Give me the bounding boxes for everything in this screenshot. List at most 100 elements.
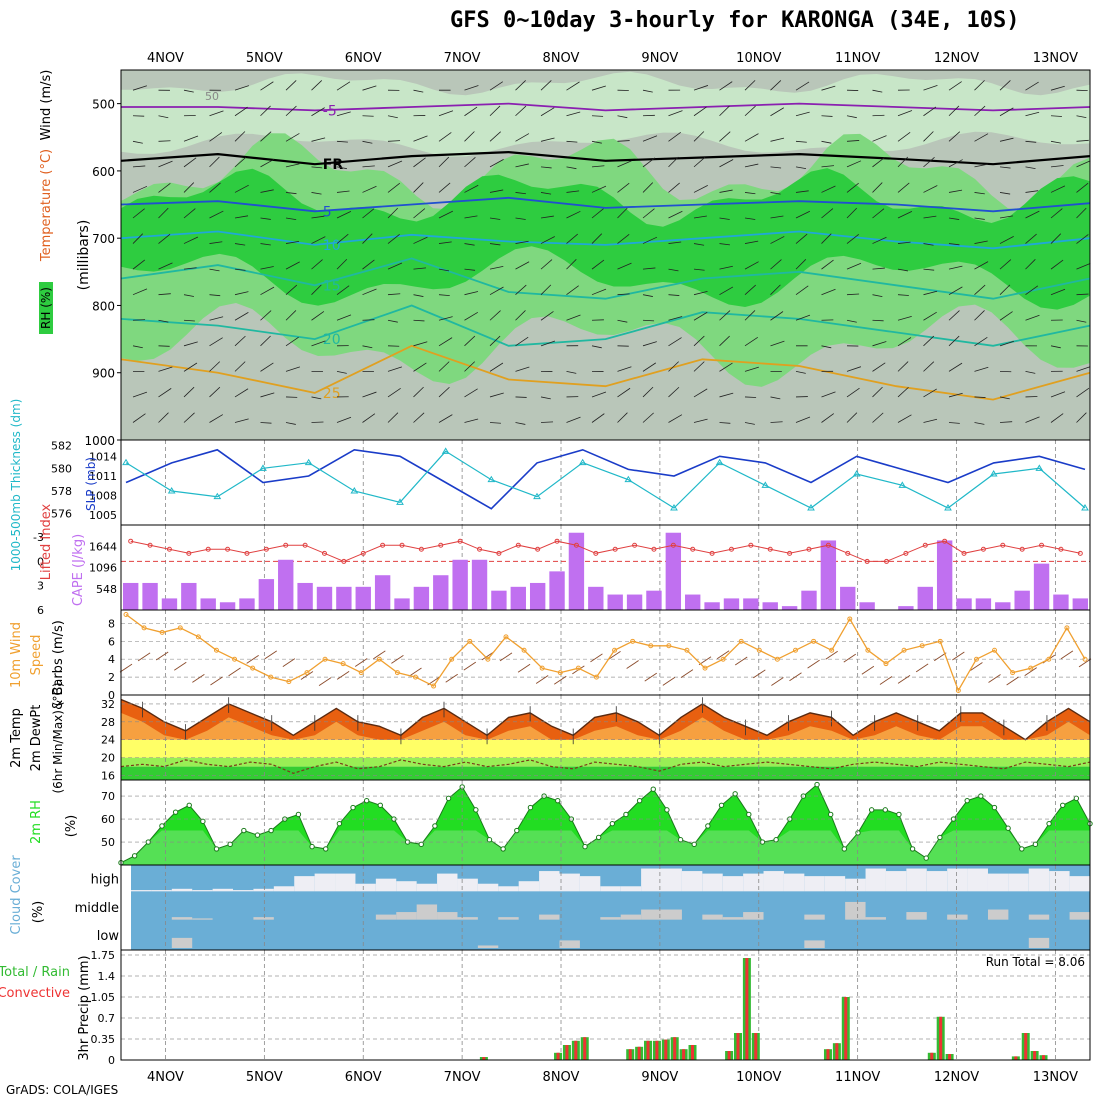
wind-barb bbox=[744, 422, 755, 425]
li-line bbox=[130, 540, 1081, 562]
wind-barb bbox=[438, 110, 454, 117]
li-marker bbox=[767, 546, 773, 552]
wind-barb bbox=[209, 414, 223, 423]
wind-barb bbox=[362, 391, 377, 398]
thickness-marker bbox=[304, 458, 313, 466]
wind-barb bbox=[183, 294, 194, 297]
wind-barb bbox=[210, 676, 223, 686]
cloud-bar bbox=[437, 912, 458, 920]
wind-barb bbox=[517, 663, 531, 673]
wind-barb bbox=[999, 80, 1011, 91]
convective-bar bbox=[1024, 1033, 1028, 1060]
wind-barb bbox=[438, 210, 454, 219]
rh-marker bbox=[336, 820, 343, 827]
wind-barb bbox=[821, 185, 836, 193]
wind-barb bbox=[753, 669, 766, 679]
wind-barb bbox=[795, 259, 807, 270]
wind-barb bbox=[566, 233, 578, 244]
wind-barb bbox=[693, 131, 705, 142]
wind-marker bbox=[774, 656, 780, 662]
li-marker bbox=[806, 546, 812, 552]
cape-bar bbox=[452, 559, 468, 610]
axis-label-wind10m: 10m Wind bbox=[9, 622, 24, 688]
cloud-bar bbox=[437, 873, 458, 892]
wind-barb bbox=[872, 267, 885, 270]
rh-marker bbox=[309, 843, 315, 850]
wind-barb bbox=[463, 661, 477, 671]
y-tick-label: 70 bbox=[101, 790, 115, 803]
convective-bar bbox=[939, 1016, 943, 1060]
wind-barb bbox=[183, 157, 197, 168]
wind-barb bbox=[464, 131, 475, 142]
wind-barb bbox=[362, 319, 375, 321]
cape-bar bbox=[840, 586, 856, 610]
wind-marker bbox=[847, 616, 853, 622]
li-marker bbox=[1039, 542, 1045, 548]
rh-marker bbox=[909, 846, 916, 852]
rh-marker bbox=[868, 807, 875, 813]
wind-barb bbox=[464, 311, 479, 321]
precip-panel: Run Total = 8.06 bbox=[121, 950, 1090, 1061]
wind-barb bbox=[413, 236, 428, 244]
wind-barb bbox=[209, 156, 220, 168]
wind-barb bbox=[234, 106, 248, 117]
wind-barb bbox=[209, 337, 223, 347]
li-marker bbox=[845, 550, 851, 556]
li-marker bbox=[554, 538, 560, 544]
wind-marker bbox=[792, 647, 798, 653]
wind-barb bbox=[311, 396, 322, 400]
wind-barb bbox=[999, 421, 1013, 423]
wind-barb bbox=[897, 674, 911, 684]
wind-barb bbox=[540, 311, 554, 321]
wind-barb bbox=[540, 421, 554, 423]
wind-barb bbox=[1050, 85, 1065, 91]
wind-barb bbox=[617, 233, 630, 244]
wind-barb bbox=[438, 182, 451, 193]
wind-barb bbox=[438, 414, 453, 423]
wind-barb bbox=[445, 673, 458, 683]
wind-barb bbox=[923, 388, 937, 398]
rh-marker bbox=[1073, 795, 1080, 802]
wind-barb bbox=[948, 362, 963, 372]
wind-barb bbox=[132, 259, 146, 270]
wind-barb bbox=[999, 137, 1014, 142]
cloud-bar bbox=[702, 914, 723, 920]
wind-barb bbox=[846, 366, 862, 372]
rh-marker bbox=[664, 807, 670, 813]
li-marker bbox=[573, 542, 579, 548]
cape-bar bbox=[781, 606, 798, 610]
wind-barb bbox=[668, 210, 683, 219]
wind-barb bbox=[1025, 140, 1037, 143]
cloud-bar bbox=[600, 886, 621, 892]
cape-bar bbox=[665, 532, 682, 610]
temp-panel bbox=[120, 695, 1091, 780]
wind-barb bbox=[1076, 115, 1087, 119]
upper-air-panel: -5 FR 5 10 15 20 25 50 bbox=[120, 70, 1091, 440]
wind-barb bbox=[183, 386, 195, 398]
wind-barb bbox=[132, 345, 143, 349]
axis-label-speed: Speed bbox=[29, 635, 44, 676]
rh-marker bbox=[1046, 820, 1052, 827]
wind-barb bbox=[668, 361, 679, 372]
wind-barb bbox=[744, 261, 759, 270]
wind-barb bbox=[948, 189, 963, 193]
wind-barb bbox=[1025, 166, 1036, 170]
wind-barb bbox=[489, 265, 504, 270]
y-tick-label-right: 1644 bbox=[89, 540, 117, 553]
x-tick-label-bottom: 10NOV bbox=[736, 1070, 781, 1085]
wind-marker bbox=[557, 670, 563, 676]
wind-barb bbox=[846, 234, 860, 244]
li-marker bbox=[302, 542, 308, 548]
rh-marker bbox=[254, 832, 261, 838]
wind-barb bbox=[464, 361, 476, 372]
wind-barb bbox=[1025, 111, 1040, 117]
rh-marker bbox=[350, 804, 356, 811]
thickness-marker bbox=[989, 470, 998, 477]
wind-barb bbox=[362, 345, 373, 349]
wind-barb bbox=[642, 135, 658, 142]
wind-barb bbox=[387, 160, 403, 168]
y-tick-label: 8 bbox=[108, 617, 115, 630]
wind-barb bbox=[999, 215, 1014, 219]
wind-barb bbox=[642, 341, 657, 347]
wind-barb bbox=[438, 268, 450, 272]
